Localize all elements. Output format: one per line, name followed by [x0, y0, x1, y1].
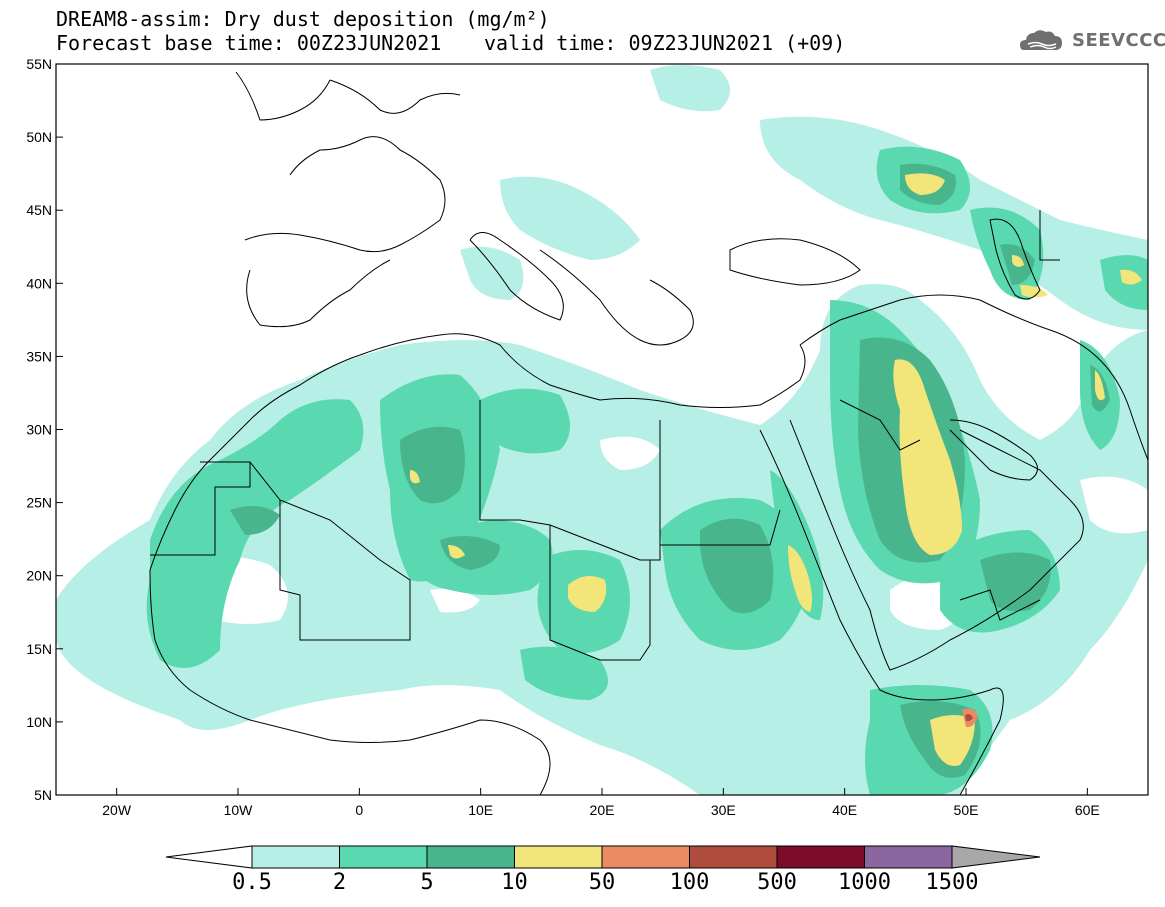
colorbar — [165, 845, 1041, 869]
lat-tick-label: 10N — [26, 714, 52, 730]
colorbar-level-label: 2 — [332, 870, 347, 895]
logo-text: SEEVCCC — [1072, 30, 1165, 51]
lon-tick-label: 0 — [355, 802, 363, 818]
forecast-base-time: Forecast base time: 00Z23JUN2021 — [56, 31, 442, 55]
lat-tick-label: 45N — [26, 202, 52, 218]
coastlines — [149, 71, 1148, 795]
lon-tick-label: 40E — [832, 802, 857, 818]
lon-tick-label: 10W — [224, 802, 254, 818]
colorbar-level-label: 0.5 — [232, 870, 272, 895]
dust-field — [56, 64, 1148, 795]
map-title: DREAM8-assim: Dry dust deposition (mg/m²… — [56, 7, 550, 31]
longitude-axis: 20W 10W 0 10E 20E 30E 40E 50E 60E — [102, 788, 1100, 818]
colorbar-level-label: 1000 — [838, 870, 891, 895]
colorbar-segment — [339, 845, 428, 869]
colorbar-level-label: 10 — [501, 870, 528, 895]
colorbar-segment — [514, 845, 603, 869]
latitude-axis: 55N 50N 45N 40N 35N 30N 25N 20N 15N 10N 5N — [26, 56, 63, 803]
lon-tick-label: 20E — [590, 802, 615, 818]
lon-tick-label: 20W — [102, 802, 132, 818]
cloud-icon — [1020, 30, 1062, 50]
colorbar-level-label: 100 — [669, 870, 710, 895]
colorbar-segment — [426, 845, 515, 869]
lat-tick-label: 5N — [34, 787, 52, 803]
lon-tick-label: 60E — [1075, 802, 1100, 818]
lat-tick-label: 50N — [26, 129, 52, 145]
lon-tick-label: 30E — [711, 802, 736, 818]
colorbar-level-label: 500 — [757, 870, 797, 895]
valid-time: valid time: 09Z23JUN2021 (+09) — [484, 31, 846, 55]
colorbar-level-label: 1500 — [925, 870, 979, 895]
lon-tick-label: 50E — [954, 802, 979, 818]
colorbar-over-arrow — [951, 845, 1041, 869]
lon-tick-label: 10E — [468, 802, 493, 818]
lat-tick-label: 55N — [26, 56, 52, 72]
colorbar-segment — [864, 845, 953, 869]
colorbar-level-label: 5 — [420, 870, 434, 895]
lat-tick-label: 15N — [26, 641, 52, 657]
lat-tick-label: 25N — [26, 495, 52, 511]
colorbar-segment — [689, 845, 778, 869]
colorbar-segment — [251, 845, 340, 869]
colorbar-segment — [601, 845, 690, 869]
lat-tick-label: 30N — [26, 422, 52, 438]
colorbar-level-label: 50 — [588, 870, 616, 895]
lat-tick-label: 40N — [26, 275, 52, 291]
colorbar-under-arrow — [165, 845, 253, 869]
colorbar-segment — [776, 845, 865, 869]
lat-tick-label: 35N — [26, 348, 52, 364]
lat-tick-label: 20N — [26, 568, 52, 584]
